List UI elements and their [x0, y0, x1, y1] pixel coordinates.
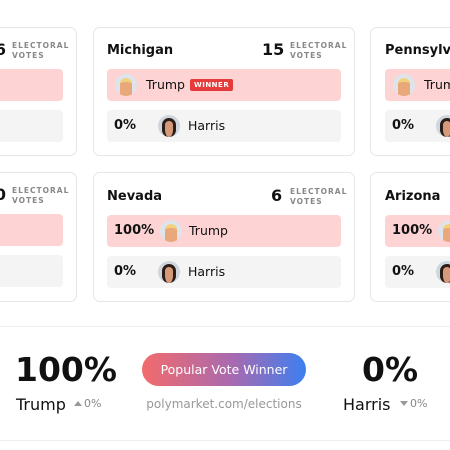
percent: 0% [392, 264, 415, 279]
popular-percent: 100% [15, 350, 117, 389]
candidate-row: 0% [385, 256, 450, 288]
candidate-name: Trump [189, 223, 228, 238]
electoral-number: 0 [0, 185, 6, 204]
state-card[interactable]: Pennsylvania Trump 0% [370, 27, 450, 156]
candidate-row [0, 110, 63, 142]
candidate-row: 0% Harris [107, 256, 341, 288]
candidate-name: Harris [188, 118, 226, 133]
avatar [158, 115, 180, 137]
avatar [436, 261, 450, 283]
electoral-number: 15 [262, 40, 285, 59]
state-name: Pennsylvania [385, 43, 450, 58]
state-name: Michigan [107, 43, 174, 58]
percent: 0% [114, 118, 137, 133]
candidate-name: Trump [424, 77, 450, 92]
state-card[interactable]: 0 ELECTORAL VOTES [0, 172, 77, 302]
candidate-row: 100% Trump [107, 215, 341, 247]
popular-change: 0% [400, 397, 427, 410]
electoral-label: ELECTORAL VOTES [290, 187, 348, 206]
state-card[interactable]: Nevada 6 ELECTORAL VOTES 100% Trump 0% H… [93, 172, 355, 302]
popular-candidate: Trump [16, 395, 66, 414]
state-name: Arizona [385, 189, 441, 204]
candidate-name: Harris [188, 264, 226, 279]
candidate-row [0, 255, 63, 287]
source-link[interactable]: polymarket.com/elections [146, 397, 302, 411]
candidate-row: 0% Harris [107, 110, 341, 142]
percent: 100% [392, 223, 433, 238]
state-name: Nevada [107, 189, 163, 204]
percent: 100% [114, 223, 155, 238]
electoral-label: ELECTORAL VOTES [12, 186, 70, 205]
electoral-label: ELECTORAL VOTES [290, 41, 348, 60]
state-card[interactable]: Michigan 15 ELECTORAL VOTES Trump WINNER… [93, 27, 355, 156]
candidate-row: 0% [385, 110, 450, 142]
state-card[interactable]: Arizona 100% 0% [370, 172, 450, 302]
popular-candidate: Harris [343, 395, 391, 414]
avatar [115, 74, 137, 96]
avatar [438, 220, 450, 242]
winner-badge: WINNER [190, 79, 234, 91]
candidate-row: 100% [385, 215, 450, 247]
candidate-row [0, 214, 63, 246]
electoral-number: 6 [0, 40, 6, 59]
popular-percent: 0% [362, 350, 419, 389]
state-card[interactable]: 6 ELECTORAL VOTES [0, 27, 77, 156]
percent: 0% [392, 118, 415, 133]
avatar [158, 261, 180, 283]
electoral-label: ELECTORAL VOTES [12, 41, 70, 60]
candidate-name: Trump [146, 77, 185, 92]
divider [0, 440, 450, 441]
avatar [393, 74, 415, 96]
popular-vote-button[interactable]: Popular Vote Winner [142, 353, 306, 386]
candidate-row [0, 69, 63, 101]
candidate-row: Trump [385, 69, 450, 101]
avatar [436, 115, 450, 137]
divider [0, 326, 450, 327]
avatar [160, 220, 182, 242]
candidate-row: Trump WINNER [107, 69, 341, 101]
popular-change: 0% [74, 397, 101, 410]
percent: 0% [114, 264, 137, 279]
electoral-number: 6 [271, 186, 283, 205]
